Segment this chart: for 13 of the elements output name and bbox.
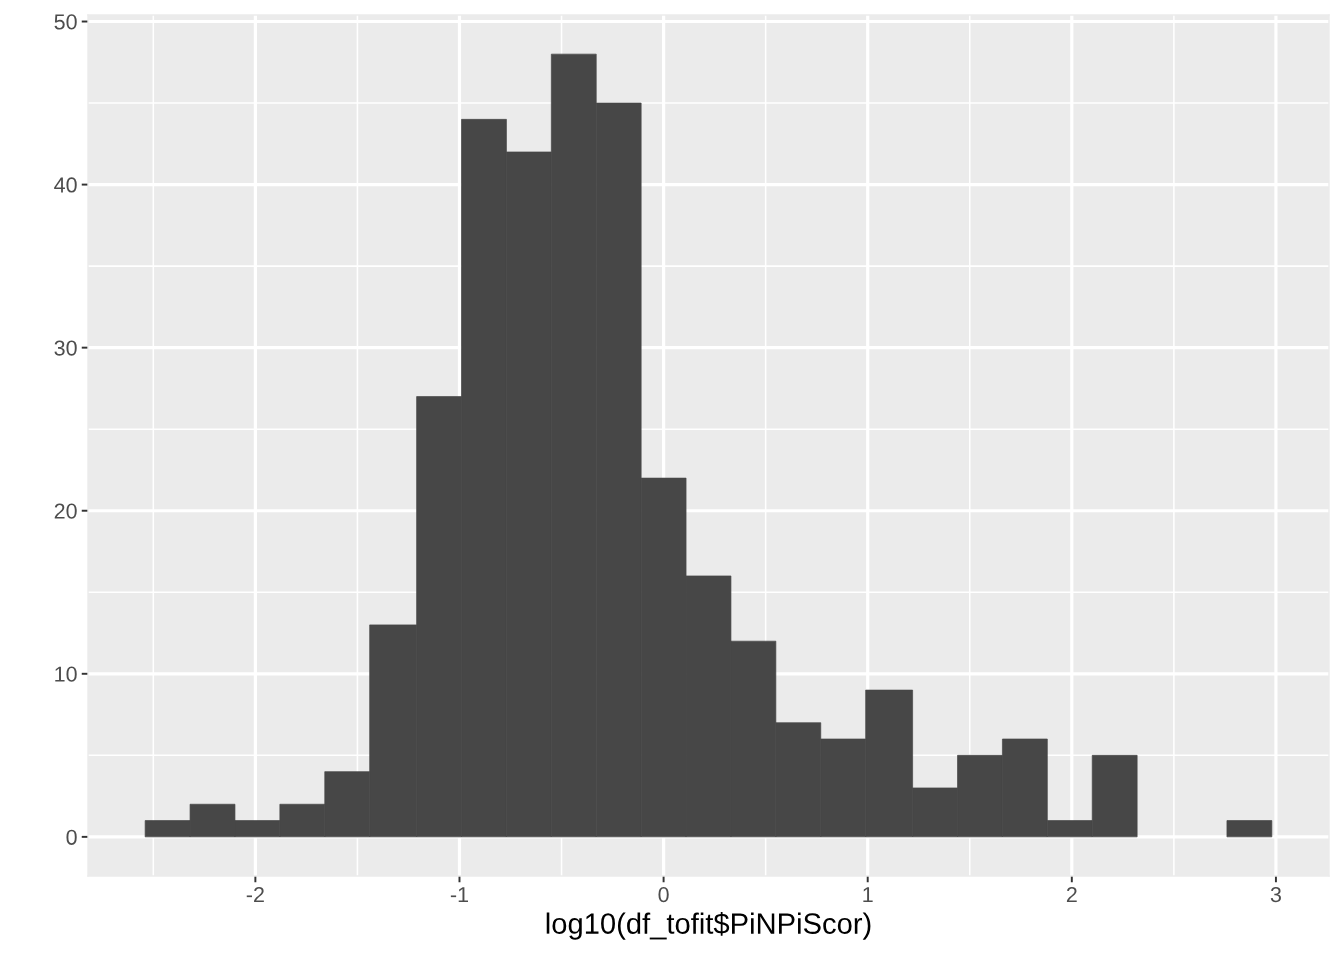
- x-tick-label: -1: [450, 887, 468, 903]
- x-tick-label: 3: [1270, 886, 1281, 903]
- x-tick-label: 1: [863, 887, 873, 903]
- x-axis-title: log10(df_tofit$PiNPiScor): [546, 912, 871, 940]
- x-tick-label: 2: [1066, 886, 1077, 903]
- y-tick-label: 50: [54, 14, 77, 30]
- y-tick-label: 40: [54, 177, 77, 193]
- y-tick-label: 0: [66, 829, 77, 845]
- y-tick-label: 20: [54, 503, 77, 519]
- x-tick-label: 0: [658, 886, 669, 903]
- y-tick-label: 10: [55, 666, 77, 682]
- y-tick-label: 30: [54, 340, 77, 356]
- x-tick-label: -2: [246, 886, 264, 903]
